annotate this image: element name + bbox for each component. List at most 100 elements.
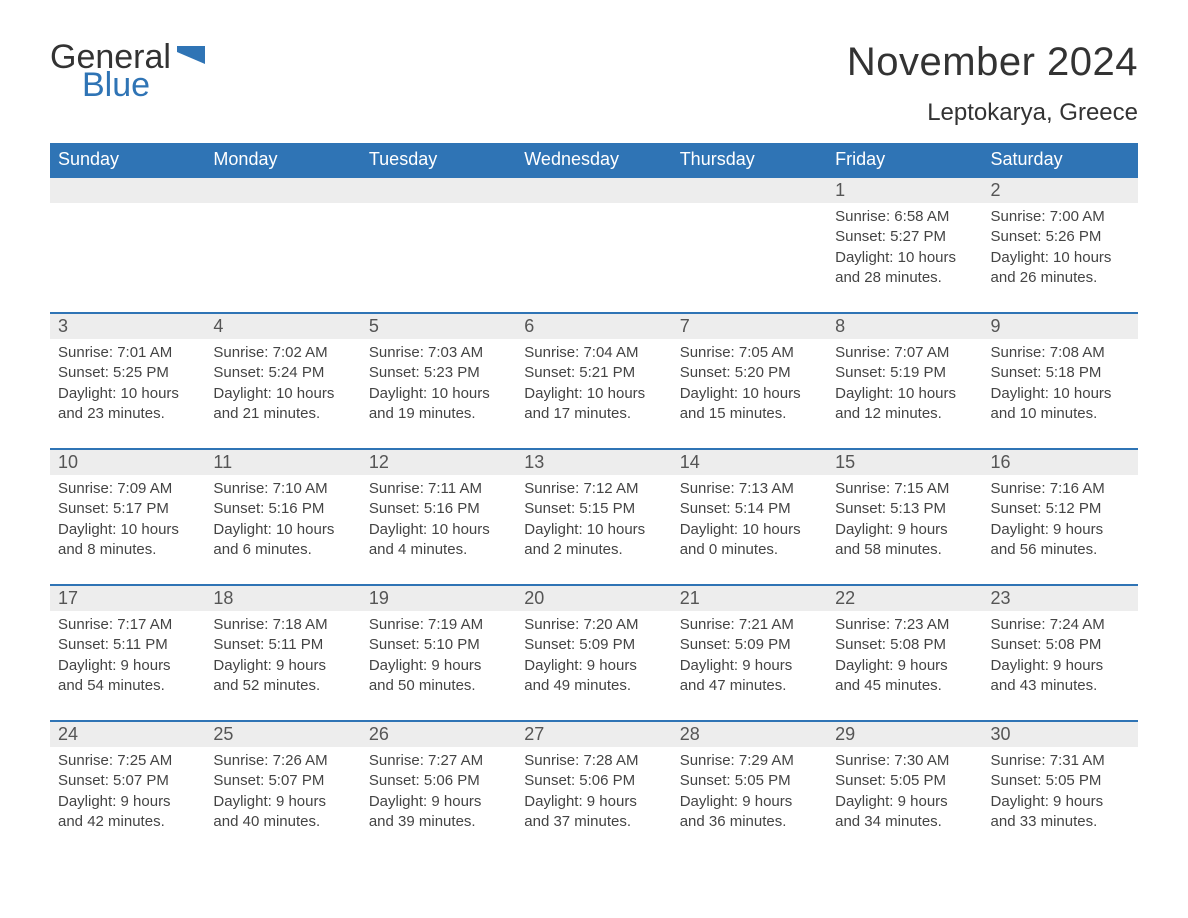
daylight-line: Daylight: 9 hours and 47 minutes. bbox=[680, 656, 819, 697]
calendar-day-cell: 29Sunrise: 7:30 AMSunset: 5:05 PMDayligh… bbox=[827, 721, 982, 856]
sunrise-line: Sunrise: 7:20 AM bbox=[524, 615, 663, 635]
title-block: November 2024 Leptokarya, Greece bbox=[847, 40, 1138, 137]
calendar-day-cell: 17 Sunrise: 7:17 AMSunset: 5:11 PMDayligh… bbox=[50, 585, 205, 721]
location-label: Leptokarya, Greece bbox=[847, 99, 1138, 127]
day-number: 14 bbox=[672, 450, 827, 475]
calendar-day-cell: 28Sunrise: 7:29 AMSunset: 5:05 PMDayligh… bbox=[672, 721, 827, 856]
day-details: Sunrise: 7:29 AMSunset: 5:05 PMDaylight:… bbox=[672, 747, 827, 856]
day-number: 25 bbox=[205, 722, 360, 747]
daylight-line: Daylight: 10 hours and 17 minutes. bbox=[524, 384, 663, 425]
day-details bbox=[205, 203, 360, 295]
day-details: Sunrise: 7:31 AMSunset: 5:05 PMDaylight:… bbox=[983, 747, 1138, 856]
day-details: Sunrise: 7:28 AMSunset: 5:06 PMDaylight:… bbox=[516, 747, 671, 856]
sunrise-line: Sunrise: 7:24 AM bbox=[991, 615, 1130, 635]
day-details: Sunrise: 7:08 AMSunset: 5:18 PMDaylight:… bbox=[983, 339, 1138, 448]
sunset-line: Sunset: 5:13 PM bbox=[835, 499, 974, 519]
sunset-line: Sunset: 5:05 PM bbox=[835, 771, 974, 791]
daylight-line: Daylight: 10 hours and 15 minutes. bbox=[680, 384, 819, 425]
month-title: November 2024 bbox=[847, 40, 1138, 85]
sunrise-line: Sunrise: 7:21 AM bbox=[680, 615, 819, 635]
day-number: . bbox=[361, 178, 516, 203]
sunset-line: Sunset: 5:06 PM bbox=[369, 771, 508, 791]
sunset-line: Sunset: 5:09 PM bbox=[524, 635, 663, 655]
sunset-line: Sunset: 5:06 PM bbox=[524, 771, 663, 791]
daylight-line: Daylight: 10 hours and 12 minutes. bbox=[835, 384, 974, 425]
day-number: 24 bbox=[50, 722, 205, 747]
day-details: Sunrise: 7:20 AMSunset: 5:09 PMDaylight:… bbox=[516, 611, 671, 720]
day-number: 29 bbox=[827, 722, 982, 747]
day-details: Sunrise: 7:30 AMSunset: 5:05 PMDaylight:… bbox=[827, 747, 982, 856]
day-details: Sunrise: 7:19 AMSunset: 5:10 PMDaylight:… bbox=[361, 611, 516, 720]
daylight-line: Daylight: 9 hours and 40 minutes. bbox=[213, 792, 352, 833]
calendar-day-cell: 1Sunrise: 6:58 AMSunset: 5:27 PMDaylight… bbox=[827, 177, 982, 313]
sunset-line: Sunset: 5:11 PM bbox=[213, 635, 352, 655]
calendar-day-cell: 27Sunrise: 7:28 AMSunset: 5:06 PMDayligh… bbox=[516, 721, 671, 856]
calendar-day-cell: . bbox=[361, 177, 516, 313]
weekday-header: Sunday bbox=[50, 143, 205, 177]
day-details: Sunrise: 7:00 AMSunset: 5:26 PMDaylight:… bbox=[983, 203, 1138, 312]
calendar-day-cell: 25 Sunrise: 7:26 AMSunset: 5:07 PMDayligh… bbox=[205, 721, 360, 856]
calendar-day-cell: 11Sunrise: 7:10 AMSunset: 5:16 PMDayligh… bbox=[205, 449, 360, 585]
sunrise-line: Sunrise: 7:30 AM bbox=[835, 751, 974, 771]
sunset-line: Sunset: 5:07 PM bbox=[213, 771, 352, 791]
daylight-line: Daylight: 10 hours and 6 minutes. bbox=[213, 520, 352, 561]
weekday-header-row: SundayMondayTuesdayWednesdayThursdayFrid… bbox=[50, 143, 1138, 177]
daylight-line: Daylight: 10 hours and 2 minutes. bbox=[524, 520, 663, 561]
day-details: Sunrise: 7:05 AMSunset: 5:20 PMDaylight:… bbox=[672, 339, 827, 448]
calendar-day-cell: 15Sunrise: 7:15 AMSunset: 5:13 PMDayligh… bbox=[827, 449, 982, 585]
day-number: . bbox=[672, 178, 827, 203]
daylight-line: Daylight: 9 hours and 37 minutes. bbox=[524, 792, 663, 833]
sunrise-line: Sunrise: 7:29 AM bbox=[680, 751, 819, 771]
calendar-day-cell: 23Sunrise: 7:24 AMSunset: 5:08 PMDayligh… bbox=[983, 585, 1138, 721]
calendar-week-row: 17Sunrise: 7:17 AMSunset: 5:11 PMDayligh… bbox=[50, 585, 1138, 721]
daylight-line: Daylight: 10 hours and 26 minutes. bbox=[991, 248, 1130, 289]
weekday-header: Friday bbox=[827, 143, 982, 177]
daylight-line: Daylight: 9 hours and 54 minutes. bbox=[58, 656, 197, 697]
day-details bbox=[516, 203, 671, 295]
day-details bbox=[361, 203, 516, 295]
day-details: Sunrise: 6:58 AMSunset: 5:27 PMDaylight:… bbox=[827, 203, 982, 312]
sunrise-line: Sunrise: 7:04 AM bbox=[524, 343, 663, 363]
calendar-table: SundayMondayTuesdayWednesdayThursdayFrid… bbox=[50, 143, 1138, 856]
sunset-line: Sunset: 5:20 PM bbox=[680, 363, 819, 383]
day-details: Sunrise: 7:10 AMSunset: 5:16 PMDaylight:… bbox=[205, 475, 360, 584]
sunset-line: Sunset: 5:08 PM bbox=[835, 635, 974, 655]
calendar-day-cell: 22Sunrise: 7:23 AMSunset: 5:08 PMDayligh… bbox=[827, 585, 982, 721]
sunrise-line: Sunrise: 7:27 AM bbox=[369, 751, 508, 771]
sunrise-line: Sunrise: 7:01 AM bbox=[58, 343, 197, 363]
header-row: General Blue November 2024 Leptokarya, G… bbox=[50, 40, 1138, 137]
sunrise-line: Sunrise: 7:07 AM bbox=[835, 343, 974, 363]
daylight-line: Daylight: 10 hours and 23 minutes. bbox=[58, 384, 197, 425]
sunset-line: Sunset: 5:11 PM bbox=[58, 635, 197, 655]
calendar-week-row: 24Sunrise: 7:25 AMSunset: 5:07 PMDayligh… bbox=[50, 721, 1138, 856]
sunrise-line: Sunrise: 7:23 AM bbox=[835, 615, 974, 635]
calendar-day-cell: 8Sunrise: 7:07 AMSunset: 5:19 PMDaylight… bbox=[827, 313, 982, 449]
daylight-line: Daylight: 9 hours and 43 minutes. bbox=[991, 656, 1130, 697]
day-details: Sunrise: 7:25 AMSunset: 5:07 PMDaylight:… bbox=[50, 747, 205, 856]
sunrise-line: Sunrise: 7:19 AM bbox=[369, 615, 508, 635]
weekday-header: Wednesday bbox=[516, 143, 671, 177]
day-details: Sunrise: 7:15 AMSunset: 5:13 PMDaylight:… bbox=[827, 475, 982, 584]
calendar-day-cell: 4Sunrise: 7:02 AMSunset: 5:24 PMDaylight… bbox=[205, 313, 360, 449]
day-number: 26 bbox=[361, 722, 516, 747]
calendar-week-row: 3Sunrise: 7:01 AMSunset: 5:25 PMDaylight… bbox=[50, 313, 1138, 449]
sunrise-line: Sunrise: 7:26 AM bbox=[213, 751, 352, 771]
calendar-day-cell: . bbox=[50, 177, 205, 313]
calendar-day-cell: . bbox=[205, 177, 360, 313]
sunrise-line: Sunrise: 7:28 AM bbox=[524, 751, 663, 771]
flag-icon bbox=[177, 46, 205, 68]
day-details bbox=[50, 203, 205, 295]
sunrise-line: Sunrise: 7:17 AM bbox=[58, 615, 197, 635]
calendar-day-cell: 20Sunrise: 7:20 AMSunset: 5:09 PMDayligh… bbox=[516, 585, 671, 721]
calendar-day-cell: 5Sunrise: 7:03 AMSunset: 5:23 PMDaylight… bbox=[361, 313, 516, 449]
day-number: 17 bbox=[50, 586, 205, 611]
daylight-line: Daylight: 10 hours and 19 minutes. bbox=[369, 384, 508, 425]
sunset-line: Sunset: 5:25 PM bbox=[58, 363, 197, 383]
sunrise-line: Sunrise: 7:16 AM bbox=[991, 479, 1130, 499]
day-details: Sunrise: 7:12 AMSunset: 5:15 PMDaylight:… bbox=[516, 475, 671, 584]
day-details: Sunrise: 7:01 AMSunset: 5:25 PMDaylight:… bbox=[50, 339, 205, 448]
daylight-line: Daylight: 9 hours and 50 minutes. bbox=[369, 656, 508, 697]
day-number: . bbox=[516, 178, 671, 203]
calendar-day-cell: 24Sunrise: 7:25 AMSunset: 5:07 PMDayligh… bbox=[50, 721, 205, 856]
daylight-line: Daylight: 10 hours and 0 minutes. bbox=[680, 520, 819, 561]
